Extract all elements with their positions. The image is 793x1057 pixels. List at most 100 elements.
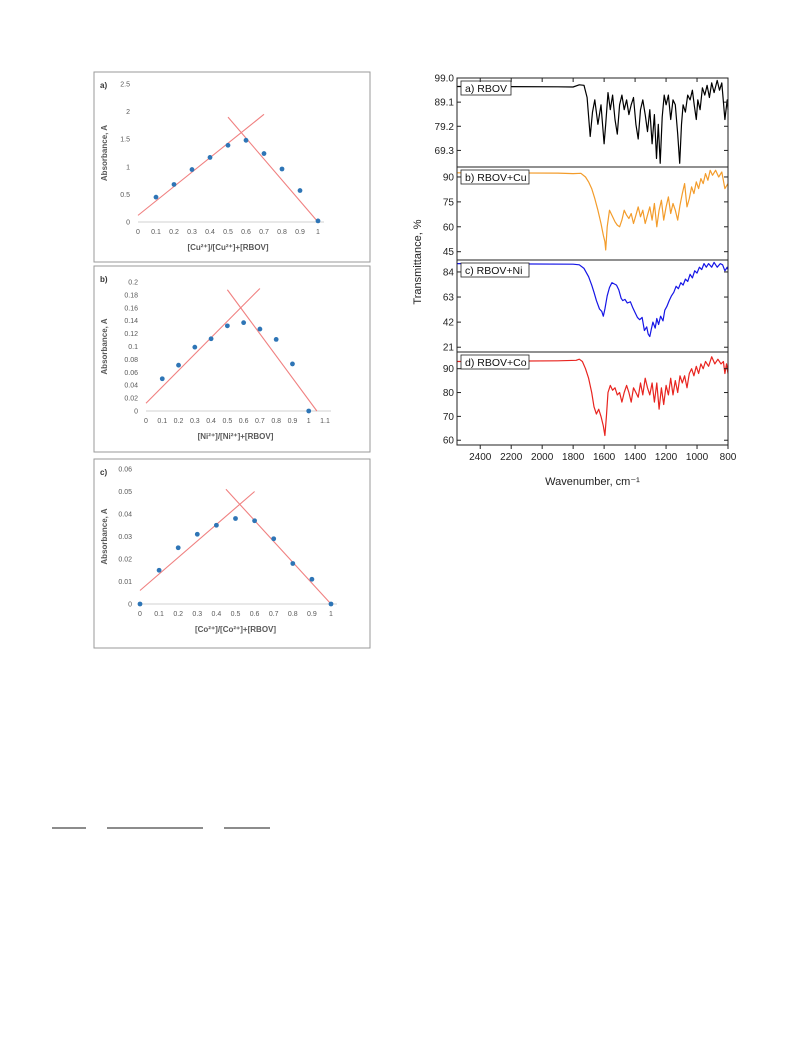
y-tick-label: 0.06	[118, 467, 132, 474]
plot-frame	[93, 265, 371, 453]
fit-line-2	[225, 488, 332, 605]
y-tick-label: 1	[126, 164, 130, 171]
series-label: c) RBOV+Ni	[465, 265, 522, 277]
x-tick-label: 0.3	[192, 611, 202, 618]
x-axis-title: Wavenumber, cm⁻¹	[545, 476, 640, 488]
data-point	[224, 323, 230, 329]
x-tick-label: 1	[316, 229, 320, 236]
data-point	[171, 182, 177, 187]
x-tick-label: 0.2	[169, 229, 179, 236]
y-tick-label: 0.14	[124, 318, 138, 325]
x-axis-title: [Cu²⁺]/[Cu²⁺]+[RBOV]	[187, 243, 268, 252]
series-label-box	[460, 80, 512, 96]
y-tick-label: 1.5	[120, 137, 130, 144]
data-point	[306, 408, 312, 414]
panel-label: c)	[100, 468, 107, 477]
x-tick-label: 0.5	[222, 418, 232, 425]
data-point	[252, 518, 257, 524]
y-axis-title: Absorbance, A	[100, 318, 109, 374]
y-tick-label: 0.1	[128, 344, 138, 351]
data-point	[214, 522, 219, 528]
x-tick-label: 1	[307, 418, 311, 425]
data-point	[257, 326, 263, 332]
y-tick-label: 84	[443, 267, 455, 278]
x-tick-label: 1800	[562, 452, 585, 463]
fit-line-2	[226, 289, 318, 412]
x-tick-label: 0.6	[241, 229, 251, 236]
jobs-plot-b: 0 0.1 0.2 0.3 0.4 0.5 0.6 0.7 0.8 0.9 1 1.1 0 0.02 0.0…	[93, 265, 371, 453]
x-tick-label: 0.2	[173, 611, 183, 618]
x-tick-label: 0.3	[190, 418, 200, 425]
data-point	[159, 376, 165, 382]
y-tick-label: 0.08	[124, 357, 138, 364]
y-axis-title: Absorbance, A	[100, 125, 109, 181]
plot-frame	[456, 77, 729, 446]
data-point	[156, 567, 162, 573]
y-tick-label: 90	[443, 364, 455, 375]
x-tick-label: 2200	[500, 452, 523, 463]
series-label: a) RBOV	[465, 83, 507, 95]
y-tick-label: 0.18	[124, 292, 138, 299]
y-tick-label: 2.5	[120, 82, 130, 89]
x-tick-label: 0.9	[295, 229, 305, 236]
data-point	[189, 167, 195, 172]
data-point	[309, 576, 315, 582]
data-point	[328, 601, 334, 607]
x-tick-label: 0.5	[223, 229, 233, 236]
data-point	[290, 361, 295, 367]
y-axis-title: Absorbance, A	[100, 508, 109, 564]
x-tick-label: 1200	[655, 452, 678, 463]
x-tick-label: 0.4	[205, 229, 215, 236]
x-tick-label: 0.4	[212, 611, 222, 618]
x-tick-label: 1400	[624, 452, 647, 463]
data-point	[175, 545, 181, 551]
series-label-box	[460, 169, 530, 185]
data-point	[137, 601, 143, 607]
x-tick-label: 0.7	[269, 611, 279, 618]
y-tick-label: 0.01	[118, 579, 132, 586]
data-point	[279, 166, 285, 172]
x-tick-label: 1.1	[320, 418, 330, 425]
data-point	[225, 142, 231, 148]
y-tick-label: 70	[443, 412, 455, 423]
data-point	[192, 344, 198, 350]
data-point	[208, 336, 214, 342]
x-tick-label: 0.6	[250, 611, 260, 618]
data-point	[243, 137, 249, 143]
data-point	[153, 194, 159, 200]
x-tick-label: 0.1	[154, 611, 164, 618]
y-tick-label: 60	[443, 436, 455, 447]
spectrum-line	[456, 79, 729, 164]
data-point	[297, 188, 303, 193]
y-tick-label: 60	[443, 222, 455, 233]
series-label-box	[460, 262, 530, 278]
y-tick-label: 69.3	[435, 146, 455, 157]
spectrum-line	[456, 169, 729, 251]
y-tick-label: 45	[443, 247, 455, 258]
x-tick-label: 0.6	[239, 418, 249, 425]
x-tick-label: 0.8	[288, 611, 298, 618]
y-tick-label: 0.2	[128, 280, 138, 287]
spectrum-line	[456, 356, 729, 437]
y-tick-label: 21	[443, 343, 455, 354]
data-point	[315, 218, 321, 224]
x-tick-label: 0.5	[231, 611, 241, 618]
y-tick-label: 0.16	[124, 305, 138, 312]
x-tick-label: 0.4	[206, 418, 216, 425]
y-tick-label: 80	[443, 388, 455, 399]
fit-line-1	[137, 113, 265, 216]
y-tick-label: 0.02	[124, 396, 138, 403]
y-tick-label: 79.2	[435, 122, 455, 133]
jobs-plot-c: 0 0.1 0.2 0.3 0.4 0.5 0.6 0.7 0.8 0.9 1 0 0.01 0.02 0.…	[93, 458, 371, 649]
x-tick-label: 0.8	[277, 229, 287, 236]
data-point	[271, 536, 277, 542]
fit-line-1	[139, 491, 255, 591]
y-tick-label: 0.06	[124, 370, 138, 377]
x-tick-label: 2000	[531, 452, 554, 463]
spectrum-line	[456, 261, 729, 338]
plot-frame	[93, 458, 371, 649]
y-tick-label: 90	[443, 172, 455, 183]
x-tick-label: 0.7	[259, 229, 269, 236]
x-tick-label: 0	[138, 611, 142, 618]
